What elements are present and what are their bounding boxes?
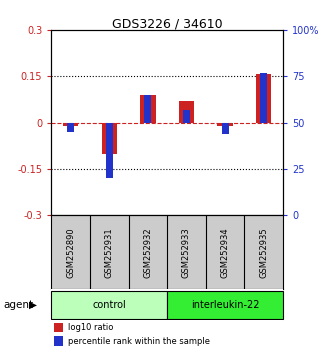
Bar <box>63 123 78 126</box>
Bar <box>256 74 271 123</box>
Bar <box>217 123 233 126</box>
Text: GSM252890: GSM252890 <box>66 227 75 278</box>
Bar <box>260 73 267 123</box>
Bar <box>140 95 156 123</box>
Text: log10 ratio: log10 ratio <box>68 323 113 332</box>
Bar <box>106 123 113 178</box>
Text: GSM252934: GSM252934 <box>220 227 230 278</box>
Title: GDS3226 / 34610: GDS3226 / 34610 <box>112 17 222 30</box>
Bar <box>144 95 151 123</box>
Text: GSM252933: GSM252933 <box>182 227 191 278</box>
Bar <box>67 123 74 132</box>
Bar <box>167 291 283 319</box>
Bar <box>51 291 167 319</box>
Bar <box>102 123 117 154</box>
Bar <box>54 323 63 332</box>
Bar <box>179 101 194 123</box>
Text: GSM252935: GSM252935 <box>259 227 268 278</box>
Bar <box>54 336 63 346</box>
Text: interleukin-22: interleukin-22 <box>191 300 259 310</box>
Text: agent: agent <box>3 300 33 310</box>
Text: ▶: ▶ <box>29 300 37 310</box>
Text: percentile rank within the sample: percentile rank within the sample <box>68 337 210 346</box>
Bar <box>221 123 228 134</box>
Text: control: control <box>92 300 126 310</box>
Text: GSM252932: GSM252932 <box>143 227 152 278</box>
Text: GSM252931: GSM252931 <box>105 227 114 278</box>
Bar <box>183 110 190 123</box>
